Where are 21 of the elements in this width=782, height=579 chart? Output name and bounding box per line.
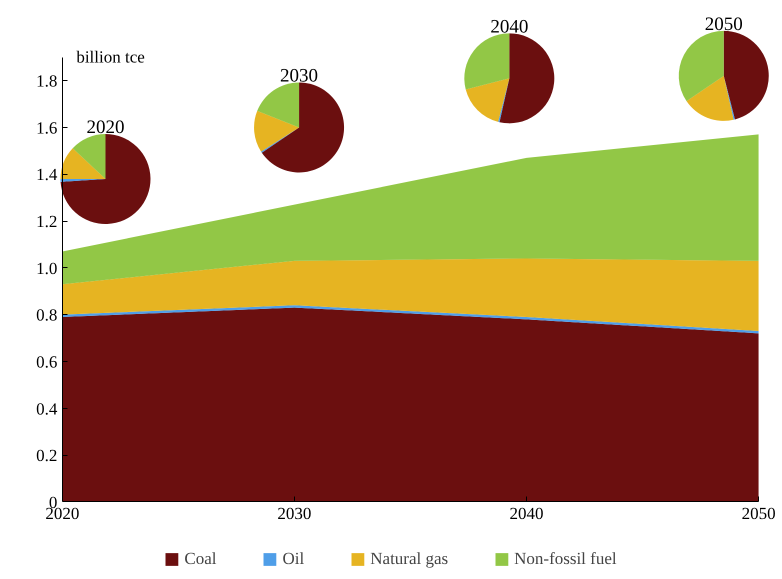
y-tick-label: 1.2 xyxy=(36,212,58,232)
y-tick-label: 1.6 xyxy=(36,118,58,138)
x-tick-label: 2030 xyxy=(277,504,312,523)
x-tick-label: 2040 xyxy=(509,504,544,523)
y-tick-label: 1.8 xyxy=(36,72,58,91)
chart-title: 2050 xyxy=(704,14,743,35)
y-tick-label: 0.8 xyxy=(36,306,58,325)
y-tick-label: 0.4 xyxy=(36,399,58,418)
y-tick-label: 1.0 xyxy=(36,258,58,278)
y-tick-label: 0.2 xyxy=(36,446,58,466)
y-tick-label: 0.6 xyxy=(36,352,58,372)
legend-label: Non-fossil fuel xyxy=(514,549,617,569)
legend-label: Coal xyxy=(184,549,217,569)
legend-label: Oil xyxy=(282,549,304,569)
chart-title: 2020 xyxy=(86,117,124,138)
y-tick-label: 1.4 xyxy=(36,165,58,184)
chart-title: 2040 xyxy=(490,16,528,38)
legend-label: Natural gas xyxy=(370,549,448,569)
x-tick-label: 2050 xyxy=(742,504,776,523)
chart-title: 2030 xyxy=(280,65,318,86)
y-axis-title: billion tce xyxy=(76,48,145,67)
